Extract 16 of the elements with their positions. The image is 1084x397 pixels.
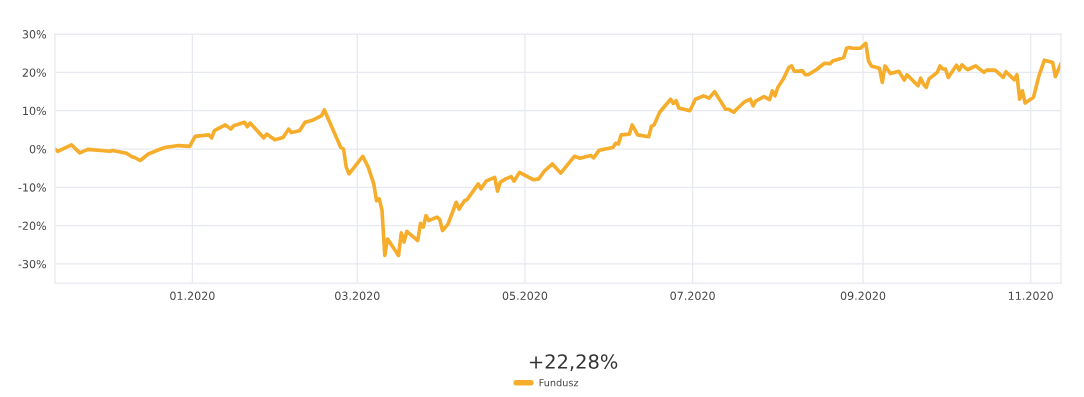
x-tick-label: 11.2020 <box>1008 291 1053 300</box>
x-tick-label: 05.2020 <box>502 291 548 300</box>
y-tick-label: -20% <box>18 221 47 230</box>
y-tick-label: -10% <box>18 183 47 192</box>
y-tick-label: 10% <box>23 106 47 116</box>
y-tick-label: 30% <box>22 30 47 39</box>
x-tick-label: 09.2020 <box>840 291 886 300</box>
y-tick-label: -30% <box>18 259 47 269</box>
x-tick-label: 07.2020 <box>670 291 715 300</box>
y-tick-label: 0% <box>29 145 47 154</box>
text: +22,28% <box>529 354 618 371</box>
y-tick-label: 20% <box>22 68 47 77</box>
x-tick-label: 03.2020 <box>335 291 380 300</box>
line-series <box>54 41 1061 258</box>
legend-label: Fundusz <box>539 378 579 387</box>
x-tick-label: 01.2020 <box>170 291 215 300</box>
